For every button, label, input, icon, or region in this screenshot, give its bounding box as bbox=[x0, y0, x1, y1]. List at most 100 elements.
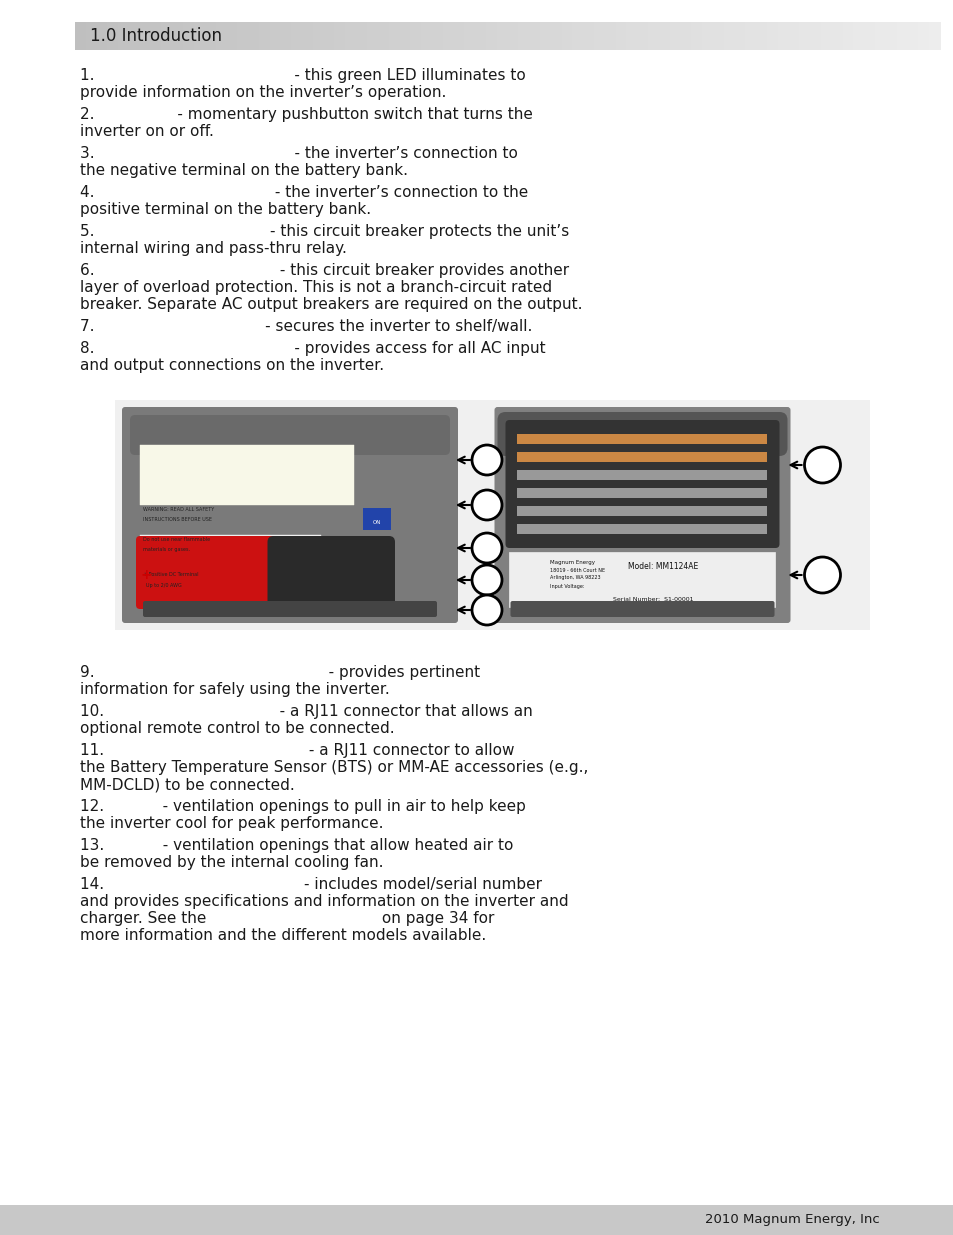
Bar bbox=[258, 22, 271, 49]
Bar bbox=[205, 22, 216, 49]
Bar bbox=[237, 22, 249, 49]
Bar bbox=[291, 22, 303, 49]
Bar bbox=[75, 22, 87, 49]
Bar bbox=[517, 471, 767, 480]
Text: inverter on or off.: inverter on or off. bbox=[80, 124, 213, 140]
Text: the negative terminal on the battery bank.: the negative terminal on the battery ban… bbox=[80, 163, 408, 178]
Text: WARNING: READ ALL SAFETY: WARNING: READ ALL SAFETY bbox=[143, 508, 214, 513]
Text: the inverter cool for peak performance.: the inverter cool for peak performance. bbox=[80, 816, 383, 831]
Text: 9.                                                - provides pertinent: 9. - provides pertinent bbox=[80, 664, 479, 680]
Text: charger. See the                                    on page 34 for: charger. See the on page 34 for bbox=[80, 911, 494, 926]
FancyBboxPatch shape bbox=[497, 412, 786, 456]
Text: optional remote control to be connected.: optional remote control to be connected. bbox=[80, 721, 395, 736]
Bar bbox=[442, 22, 454, 49]
Bar bbox=[313, 22, 324, 49]
Bar bbox=[723, 22, 735, 49]
Bar bbox=[485, 22, 497, 49]
Bar bbox=[863, 22, 875, 49]
Text: the Battery Temperature Sensor (BTS) or MM-AE accessories (e.g.,: the Battery Temperature Sensor (BTS) or … bbox=[80, 760, 588, 776]
Bar bbox=[453, 22, 465, 49]
Bar bbox=[561, 22, 573, 49]
Text: 8.                                         - provides access for all AC input: 8. - provides access for all AC input bbox=[80, 341, 545, 356]
Bar bbox=[410, 22, 421, 49]
Bar bbox=[193, 22, 206, 49]
Text: 7.                                   - secures the inverter to shelf/wall.: 7. - secures the inverter to shelf/wall. bbox=[80, 319, 532, 333]
Bar bbox=[270, 22, 281, 49]
Bar bbox=[475, 22, 486, 49]
Text: 13.            - ventilation openings that allow heated air to: 13. - ventilation openings that allow he… bbox=[80, 839, 513, 853]
Text: MM-DCLD) to be connected.: MM-DCLD) to be connected. bbox=[80, 777, 294, 792]
Bar bbox=[464, 22, 476, 49]
Bar bbox=[831, 22, 842, 49]
Bar bbox=[517, 488, 767, 498]
Circle shape bbox=[803, 447, 840, 483]
Bar bbox=[906, 22, 919, 49]
Bar bbox=[529, 22, 540, 49]
Circle shape bbox=[472, 534, 501, 563]
Bar bbox=[509, 552, 775, 606]
Bar bbox=[129, 22, 141, 49]
Text: 1.                                         - this green LED illuminates to: 1. - this green LED illuminates to bbox=[80, 68, 525, 83]
Bar bbox=[302, 22, 314, 49]
FancyBboxPatch shape bbox=[267, 536, 395, 608]
Circle shape bbox=[472, 445, 501, 475]
Bar bbox=[777, 22, 789, 49]
Circle shape bbox=[803, 557, 840, 593]
Text: 6.                                      - this circuit breaker provides another: 6. - this circuit breaker provides anoth… bbox=[80, 263, 569, 278]
Bar bbox=[853, 22, 864, 49]
Bar bbox=[183, 22, 194, 49]
Bar bbox=[615, 22, 627, 49]
Text: 14.                                         - includes model/serial number: 14. - includes model/serial number bbox=[80, 877, 541, 892]
Bar bbox=[756, 22, 767, 49]
Text: positive terminal on the battery bank.: positive terminal on the battery bank. bbox=[80, 203, 371, 217]
Bar bbox=[345, 22, 356, 49]
Bar bbox=[766, 22, 778, 49]
Bar bbox=[517, 524, 767, 534]
Circle shape bbox=[472, 595, 501, 625]
Bar bbox=[679, 22, 692, 49]
Bar bbox=[497, 22, 508, 49]
FancyBboxPatch shape bbox=[130, 415, 450, 454]
Text: 3.                                         - the inverter’s connection to: 3. - the inverter’s connection to bbox=[80, 146, 517, 161]
Text: 2.                 - momentary pushbutton switch that turns the: 2. - momentary pushbutton switch that tu… bbox=[80, 107, 533, 122]
Bar bbox=[507, 22, 518, 49]
Text: information for safely using the inverter.: information for safely using the inverte… bbox=[80, 682, 390, 697]
Text: Magnum Energy: Magnum Energy bbox=[549, 559, 594, 564]
Text: ON: ON bbox=[372, 520, 380, 525]
Bar bbox=[140, 445, 355, 505]
FancyBboxPatch shape bbox=[505, 420, 779, 548]
Bar bbox=[928, 22, 940, 49]
Bar bbox=[399, 22, 411, 49]
Text: provide information on the inverter’s operation.: provide information on the inverter’s op… bbox=[80, 85, 446, 100]
Bar bbox=[821, 22, 832, 49]
Bar bbox=[691, 22, 702, 49]
Bar bbox=[841, 22, 854, 49]
Text: 10.                                    - a RJ11 connector that allows an: 10. - a RJ11 connector that allows an bbox=[80, 704, 532, 719]
Bar bbox=[647, 22, 659, 49]
Bar bbox=[86, 22, 97, 49]
Bar bbox=[874, 22, 886, 49]
Bar bbox=[572, 22, 583, 49]
Bar bbox=[517, 433, 767, 445]
Bar bbox=[172, 22, 184, 49]
Bar bbox=[809, 22, 821, 49]
Bar bbox=[115, 400, 869, 630]
Bar bbox=[226, 22, 238, 49]
Bar bbox=[517, 506, 767, 516]
Text: INSTRUCTIONS BEFORE USE: INSTRUCTIONS BEFORE USE bbox=[143, 517, 212, 522]
Text: internal wiring and pass-thru relay.: internal wiring and pass-thru relay. bbox=[80, 241, 347, 256]
Bar bbox=[118, 22, 130, 49]
Bar bbox=[432, 22, 443, 49]
Bar bbox=[788, 22, 800, 49]
Bar bbox=[96, 22, 109, 49]
Bar bbox=[885, 22, 897, 49]
Bar bbox=[140, 535, 321, 571]
FancyBboxPatch shape bbox=[143, 601, 436, 618]
Bar bbox=[280, 22, 292, 49]
Text: 4.                                     - the inverter’s connection to the: 4. - the inverter’s connection to the bbox=[80, 185, 528, 200]
Text: materials or gases.: materials or gases. bbox=[143, 547, 190, 552]
Text: breaker. Separate AC output breakers are required on the output.: breaker. Separate AC output breakers are… bbox=[80, 296, 582, 312]
Bar bbox=[151, 22, 162, 49]
Bar bbox=[582, 22, 595, 49]
Text: Model: MM1124AE: Model: MM1124AE bbox=[627, 562, 698, 571]
